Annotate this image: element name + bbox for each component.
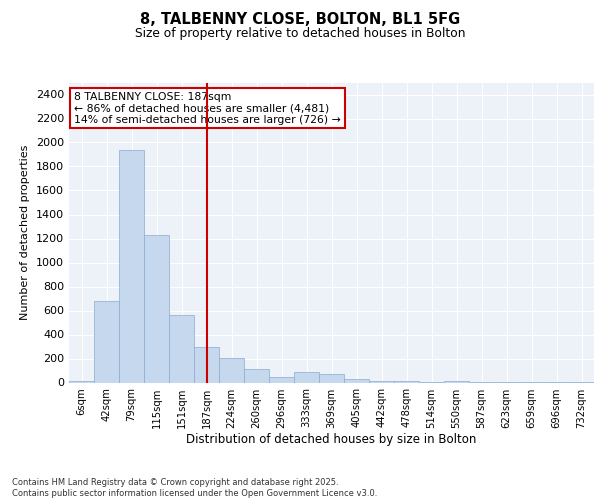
Bar [244,368,269,382]
Bar [344,379,369,382]
Bar [94,301,119,382]
Bar [169,316,194,382]
X-axis label: Distribution of detached houses by size in Bolton: Distribution of detached houses by size … [187,434,476,446]
Bar [319,374,344,382]
Text: 8, TALBENNY CLOSE, BOLTON, BL1 5FG: 8, TALBENNY CLOSE, BOLTON, BL1 5FG [140,12,460,28]
Y-axis label: Number of detached properties: Number of detached properties [20,145,31,320]
Text: Contains HM Land Registry data © Crown copyright and database right 2025.
Contai: Contains HM Land Registry data © Crown c… [12,478,377,498]
Bar [119,150,144,382]
Bar [144,235,169,382]
Bar [294,372,319,382]
Bar [194,346,219,382]
Text: 8 TALBENNY CLOSE: 187sqm
← 86% of detached houses are smaller (4,481)
14% of sem: 8 TALBENNY CLOSE: 187sqm ← 86% of detach… [74,92,341,124]
Text: Size of property relative to detached houses in Bolton: Size of property relative to detached ho… [135,28,465,40]
Bar [269,377,294,382]
Bar [369,380,394,382]
Bar [219,358,244,382]
